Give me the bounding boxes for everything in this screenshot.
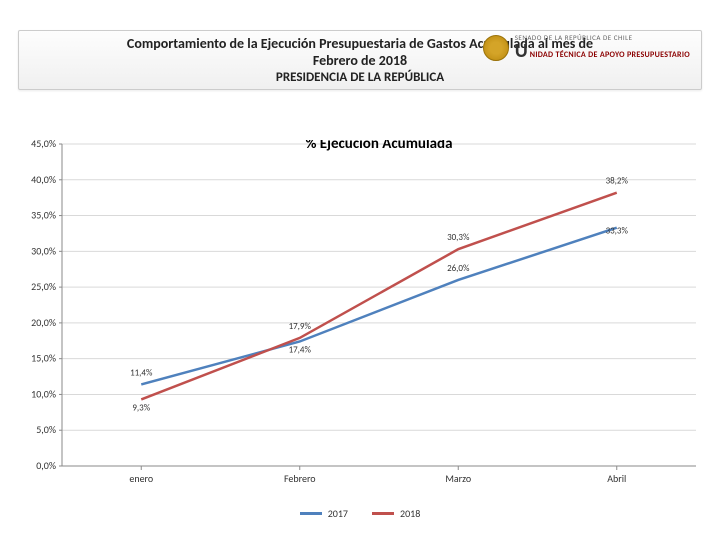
logo-badge-icon	[483, 35, 509, 61]
chart-title: % Ejecución Acumulada	[305, 140, 452, 153]
svg-text:30,0%: 30,0%	[31, 244, 56, 257]
header-logo: SENADO DE LA REPÚBLICA DE CHILE UNIDAD T…	[483, 34, 690, 61]
svg-text:20,0%: 20,0%	[31, 316, 56, 329]
legend-swatch	[372, 512, 394, 515]
data-label: 17,4%	[289, 344, 312, 355]
svg-text:40,0%: 40,0%	[31, 173, 56, 186]
svg-text:25,0%: 25,0%	[31, 280, 56, 293]
svg-text:Febrero: Febrero	[284, 472, 316, 485]
series-2018	[141, 193, 617, 400]
data-label: 17,9%	[289, 321, 312, 332]
chart: 0,0% 5,0% 10,0% 15,0% 20,0% 25,0% 30,0% 35,0% 40…	[14, 140, 706, 520]
legend-swatch	[300, 512, 322, 515]
title-line-3: PRESIDENCIA DE LA REPÚBLICA	[27, 70, 693, 85]
logo-u-glyph: U	[515, 41, 528, 61]
data-label: 26,0%	[447, 263, 470, 274]
svg-text:0,0%: 0,0%	[36, 459, 56, 472]
svg-text:45,0%: 45,0%	[31, 140, 56, 150]
logo-main-text: NIDAD TÉCNICA DE APOYO PRESUPUESTARIO	[530, 50, 690, 60]
svg-text:5,0%: 5,0%	[36, 423, 56, 436]
data-label: 9,3%	[132, 402, 150, 413]
svg-text:Marzo: Marzo	[445, 472, 471, 485]
legend-item-2018: 2018	[372, 507, 420, 520]
svg-text:35,0%: 35,0%	[31, 209, 56, 222]
data-label: 33,3%	[606, 226, 629, 237]
svg-text:Abril: Abril	[607, 472, 626, 485]
logo-text: SENADO DE LA REPÚBLICA DE CHILE UNIDAD T…	[515, 34, 690, 61]
data-label: 30,3%	[447, 232, 470, 243]
legend-item-2017: 2017	[300, 507, 348, 520]
chart-svg: 0,0% 5,0% 10,0% 15,0% 20,0% 25,0% 30,0% 35,0% 40…	[14, 140, 706, 520]
logo-top-text: SENADO DE LA REPÚBLICA DE CHILE	[515, 34, 690, 41]
legend-label: 2017	[328, 507, 348, 520]
legend-label: 2018	[400, 507, 420, 520]
data-label: 11,4%	[130, 367, 153, 378]
data-label: 38,2%	[606, 176, 629, 187]
svg-text:10,0%: 10,0%	[31, 387, 56, 400]
svg-text:15,0%: 15,0%	[31, 352, 56, 365]
svg-text:enero: enero	[129, 472, 153, 485]
legend: 2017 2018	[14, 507, 706, 520]
